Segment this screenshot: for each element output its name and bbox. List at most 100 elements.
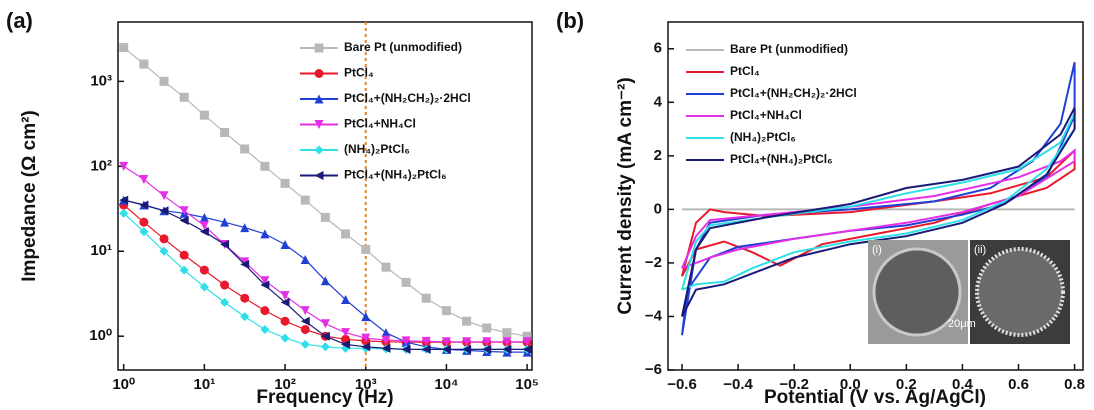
x-tick-label: 0.8	[1064, 376, 1085, 393]
marker	[199, 282, 209, 292]
marker	[280, 297, 290, 307]
marker	[401, 344, 411, 354]
marker	[220, 240, 230, 250]
marker	[260, 229, 270, 239]
scale-bar-label: 20μm	[948, 318, 976, 330]
inset-electrode	[975, 247, 1065, 337]
marker	[314, 43, 324, 53]
legend-label: (NH₄)₂PtCl₆	[730, 130, 796, 144]
x-tick-label: 0.6	[1008, 376, 1029, 393]
series-line	[681, 107, 1076, 317]
marker	[280, 291, 290, 301]
marker	[361, 312, 371, 322]
x-tick-label: −0.2	[779, 376, 809, 393]
marker	[260, 306, 270, 316]
marker	[300, 316, 310, 326]
marker	[300, 195, 310, 205]
marker	[381, 262, 391, 272]
marker	[401, 277, 411, 287]
y-tick-label: 4	[654, 93, 663, 110]
marker	[119, 208, 129, 218]
x-tick-label: 10⁴	[434, 376, 458, 393]
marker	[220, 128, 230, 138]
legend-label: PtCl₄+NH₄Cl	[730, 108, 802, 122]
marker	[522, 337, 532, 347]
legend-label: Bare Pt (unmodified)	[730, 42, 848, 56]
marker	[320, 331, 330, 341]
marker	[240, 259, 250, 269]
y-tick-label: 2	[654, 147, 662, 164]
marker	[159, 191, 169, 201]
y-tick-label: −4	[645, 307, 663, 324]
marker	[179, 265, 189, 275]
x-tick-label: 0.0	[840, 376, 861, 393]
marker	[159, 76, 169, 86]
marker	[139, 227, 149, 237]
marker	[401, 336, 411, 346]
marker	[199, 212, 209, 222]
x-axis-title: Potential (V vs. Ag/AgCl)	[764, 387, 986, 408]
marker	[199, 221, 209, 231]
marker	[139, 59, 149, 69]
marker	[139, 217, 149, 227]
marker	[341, 328, 351, 338]
marker	[522, 344, 532, 354]
legend-label: PtCl₄+(NH₄)₂PtCl₆	[344, 168, 447, 182]
marker	[522, 331, 532, 341]
panel-label: (b)	[556, 8, 584, 33]
marker	[240, 312, 250, 322]
y-tick-label: 10³	[90, 72, 112, 89]
x-tick-label: 10⁵	[515, 376, 539, 393]
marker	[502, 344, 512, 354]
x-tick-label: −0.6	[667, 376, 697, 393]
y-tick-label: −2	[645, 254, 662, 271]
marker	[462, 316, 472, 326]
marker	[240, 257, 250, 267]
marker	[260, 324, 270, 334]
y-tick-label: 10²	[90, 157, 112, 174]
plot-frame	[667, 21, 1084, 371]
legend-label: Bare Pt (unmodified)	[344, 40, 462, 54]
marker	[280, 316, 290, 326]
marker	[300, 324, 310, 334]
marker	[421, 293, 431, 303]
y-tick-label: 10⁰	[89, 327, 112, 344]
marker	[300, 339, 310, 349]
x-tick-label: 10³	[355, 376, 377, 393]
series-line	[681, 148, 1076, 270]
inset-electrode	[872, 247, 962, 337]
y-axis-title: Impedance (Ω cm²)	[19, 110, 40, 282]
plot-frame	[117, 21, 533, 371]
marker	[139, 174, 149, 184]
marker	[240, 144, 250, 154]
marker	[361, 244, 371, 254]
marker	[159, 234, 169, 244]
panel-label: (a)	[6, 8, 33, 33]
marker	[119, 195, 129, 205]
x-tick-label: 10¹	[194, 376, 216, 393]
x-tick-label: 10²	[274, 376, 296, 393]
y-tick-label: −6	[645, 361, 662, 378]
marker	[220, 297, 230, 307]
marker	[159, 206, 169, 216]
marker	[341, 295, 351, 305]
legend-label: PtCl₄+(NH₄)₂PtCl₆	[730, 152, 833, 166]
marker	[381, 328, 391, 338]
marker	[199, 265, 209, 275]
marker	[502, 337, 512, 347]
marker	[482, 344, 492, 354]
marker	[320, 212, 330, 222]
legend-label: PtCl₄+(NH₂CH₂)₂·2HCl	[344, 91, 471, 105]
marker	[441, 306, 451, 316]
marker	[314, 171, 324, 180]
series-line	[123, 199, 528, 353]
marker	[361, 342, 371, 352]
x-tick-label: 10⁰	[112, 376, 135, 393]
marker	[280, 240, 290, 250]
marker	[280, 333, 290, 343]
marker	[482, 323, 492, 333]
marker	[220, 280, 230, 290]
marker	[240, 223, 250, 233]
marker	[300, 254, 310, 264]
